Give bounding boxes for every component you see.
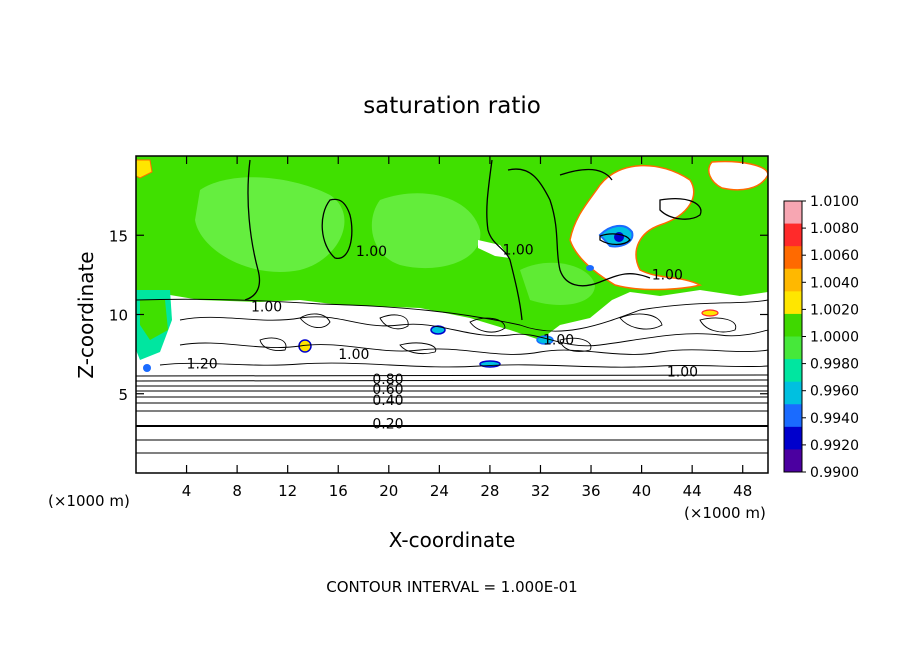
colorbar-swatch	[784, 246, 802, 270]
colorbar-swatch	[784, 223, 802, 247]
light-green-patch	[520, 262, 595, 305]
light-green-patch	[371, 193, 481, 269]
contour-labels: 1.00 1.00 1.00 1.20 0.800.600.40 0.20 1.00 1.00…	[187, 242, 698, 433]
x-tick-label: 24	[430, 482, 449, 500]
colorbar-label: 0.9940	[810, 411, 859, 427]
x-axis-ticks: 4 8 12 16 20 24 28 32 36 40 44 48	[182, 156, 752, 500]
x-tick-label: 36	[581, 482, 600, 500]
contour-label: 1.00	[503, 242, 534, 258]
colorbar-label: 1.0020	[810, 302, 859, 318]
light-green-patch	[195, 177, 345, 272]
colorbar-swatch	[784, 313, 802, 337]
contour-interval-note: CONTOUR INTERVAL = 1.000E-01	[326, 578, 577, 596]
boundary-dip	[430, 325, 446, 335]
y-tick-label: 15	[109, 227, 128, 245]
contour-label: 0.80	[372, 372, 403, 388]
colorbar-label: 1.0100	[810, 194, 859, 210]
x-tick-label: 12	[278, 482, 297, 500]
colorbar: 1.0100 1.0080 1.0060 1.0040 1.0020 1.0000 0.99…	[783, 194, 859, 481]
left-edge-patch	[143, 364, 151, 372]
left-edge-patch	[136, 159, 153, 179]
colorbar-swatch	[784, 426, 802, 450]
contour-label: 0.40	[372, 393, 403, 409]
contour-label: 1.00	[338, 347, 369, 363]
colorbar-swatch	[784, 449, 802, 473]
x-unit-label-right: (×1000 m)	[684, 504, 766, 522]
x-axis-label: X-coordinate	[389, 528, 516, 552]
y-axis-label: Z-coordinate	[74, 251, 98, 378]
contour-label: 1.00	[543, 333, 574, 349]
contour-label: 1.00	[652, 268, 683, 284]
colorbar-label: 0.9920	[810, 438, 859, 454]
x-tick-label: 44	[683, 482, 702, 500]
contour-label: 1.00	[667, 364, 698, 380]
saturation-field	[136, 156, 768, 454]
colorbar-label: 1.0040	[810, 275, 859, 291]
contour-label: 0.60	[372, 382, 403, 398]
x-tick-label: 32	[531, 482, 550, 500]
y-axis-ticks: 5 10 15	[109, 227, 768, 404]
x-tick-label: 4	[182, 482, 192, 500]
colorbar-label: 0.9980	[810, 357, 859, 373]
chart-title: saturation ratio	[363, 93, 541, 119]
boundary-dip	[586, 265, 594, 271]
colorbar-label: 0.9960	[810, 384, 859, 400]
contour-label: 1.20	[187, 356, 218, 372]
unsaturated-pocket	[708, 160, 768, 191]
colorbar-label: 1.0060	[810, 248, 859, 264]
colorbar-label: 1.0080	[810, 221, 859, 237]
colorbar-label: 0.9900	[810, 465, 859, 481]
y-tick-label: 10	[109, 307, 128, 325]
colorbar-swatch	[784, 201, 802, 225]
colorbar-swatch	[784, 336, 802, 360]
x-tick-label: 20	[379, 482, 398, 500]
white-strip	[478, 240, 510, 258]
upper-contours	[244, 159, 702, 321]
x-tick-label: 8	[232, 482, 242, 500]
colorbar-label: 1.0000	[810, 330, 859, 346]
x-tick-label: 28	[480, 482, 499, 500]
contour-label: 0.20	[372, 417, 403, 433]
boundary-dip	[701, 309, 719, 317]
x-tick-label: 16	[329, 482, 348, 500]
colorbar-swatch	[784, 268, 802, 292]
colorbar-swatch	[784, 381, 802, 405]
x-tick-label: 48	[733, 482, 752, 500]
lower-contours	[136, 298, 768, 368]
left-edge-patch	[140, 300, 168, 340]
contour-label: 1.00	[356, 244, 387, 260]
x-tick-label: 40	[632, 482, 651, 500]
unsaturated-pocket	[569, 164, 703, 291]
contour-label: 1.00	[251, 299, 282, 315]
y-tick-label: 5	[118, 386, 128, 404]
colorbar-swatch	[784, 291, 802, 315]
colorbar-swatch	[784, 404, 802, 428]
colorbar-swatch	[784, 359, 802, 383]
x-unit-label: (×1000 m)	[48, 492, 130, 510]
